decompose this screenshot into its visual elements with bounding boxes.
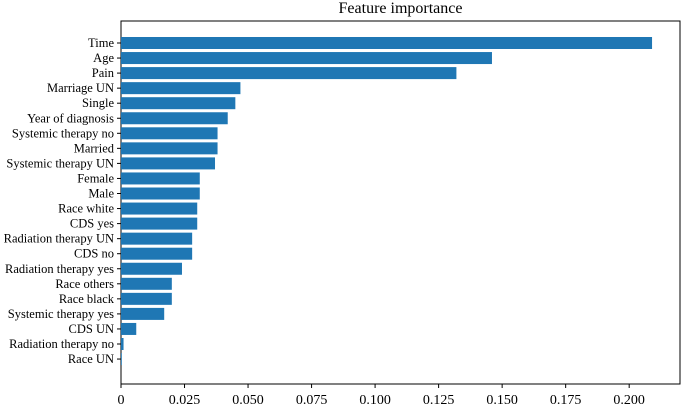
bar [121, 292, 172, 305]
x-tick-label: 0.075 [296, 393, 328, 408]
bar [121, 172, 200, 185]
bar [121, 82, 241, 95]
bar [121, 37, 653, 49]
y-tick-label: Single [82, 96, 114, 110]
bar [121, 157, 216, 170]
bar [121, 307, 165, 320]
x-tick-label: 0.025 [169, 393, 201, 408]
bar [121, 353, 122, 366]
chart-title: Feature importance [338, 0, 463, 17]
bar [121, 142, 218, 155]
y-tick-label: CDS UN [69, 322, 115, 336]
y-tick-label: Race others [55, 277, 114, 291]
bar [121, 52, 492, 65]
y-tick-label: Race white [58, 202, 114, 216]
bar [121, 322, 137, 335]
bar [121, 112, 228, 125]
bar [121, 127, 218, 140]
bar [121, 247, 193, 260]
y-tick-label: CDS no [74, 247, 114, 261]
x-tick-label: 0.150 [486, 393, 518, 408]
x-tick-label: 0.050 [232, 393, 264, 408]
y-tick-label: Marriage UN [47, 81, 114, 95]
y-tick-label: Race UN [68, 352, 114, 366]
y-tick-label: Time [88, 36, 114, 50]
bars-group [121, 37, 653, 366]
x-tick-label: 0.125 [423, 393, 455, 408]
bar [121, 232, 193, 245]
bar [121, 202, 198, 215]
y-tick-label: Radiation therapy no [9, 337, 114, 351]
y-tick-label: Systemic therapy no [12, 126, 114, 140]
bar [121, 187, 200, 200]
x-tick-label: 0.175 [550, 393, 582, 408]
y-tick-label: Systemic therapy yes [8, 307, 114, 321]
bar [121, 262, 182, 275]
bar [121, 277, 172, 290]
x-tick-label: 0.200 [613, 393, 645, 408]
x-axis-ticks: 0 0.025 0.050 0.075 0.100 0.125 0.150 0.175 0.20… [118, 384, 645, 408]
bar [121, 217, 198, 230]
x-tick-label: 0 [118, 393, 125, 408]
y-tick-label: Male [88, 187, 114, 201]
y-tick-label: Pain [92, 66, 115, 80]
y-tick-label: Radiation therapy yes [5, 262, 114, 276]
y-tick-label: Female [77, 171, 114, 185]
y-tick-label: Married [74, 141, 115, 155]
bar [121, 338, 124, 350]
y-tick-label: Radiation therapy UN [4, 232, 114, 246]
plot-area-frame [120, 20, 681, 385]
bar [121, 97, 236, 110]
y-tick-label: Race black [59, 292, 115, 306]
y-tick-label: Age [93, 51, 114, 65]
y-tick-label: Year of diagnosis [27, 111, 114, 125]
x-tick-label: 0.100 [359, 393, 391, 408]
y-tick-label: Systemic therapy UN [6, 156, 114, 170]
y-tick-label: CDS yes [70, 217, 114, 231]
bar [121, 67, 457, 80]
